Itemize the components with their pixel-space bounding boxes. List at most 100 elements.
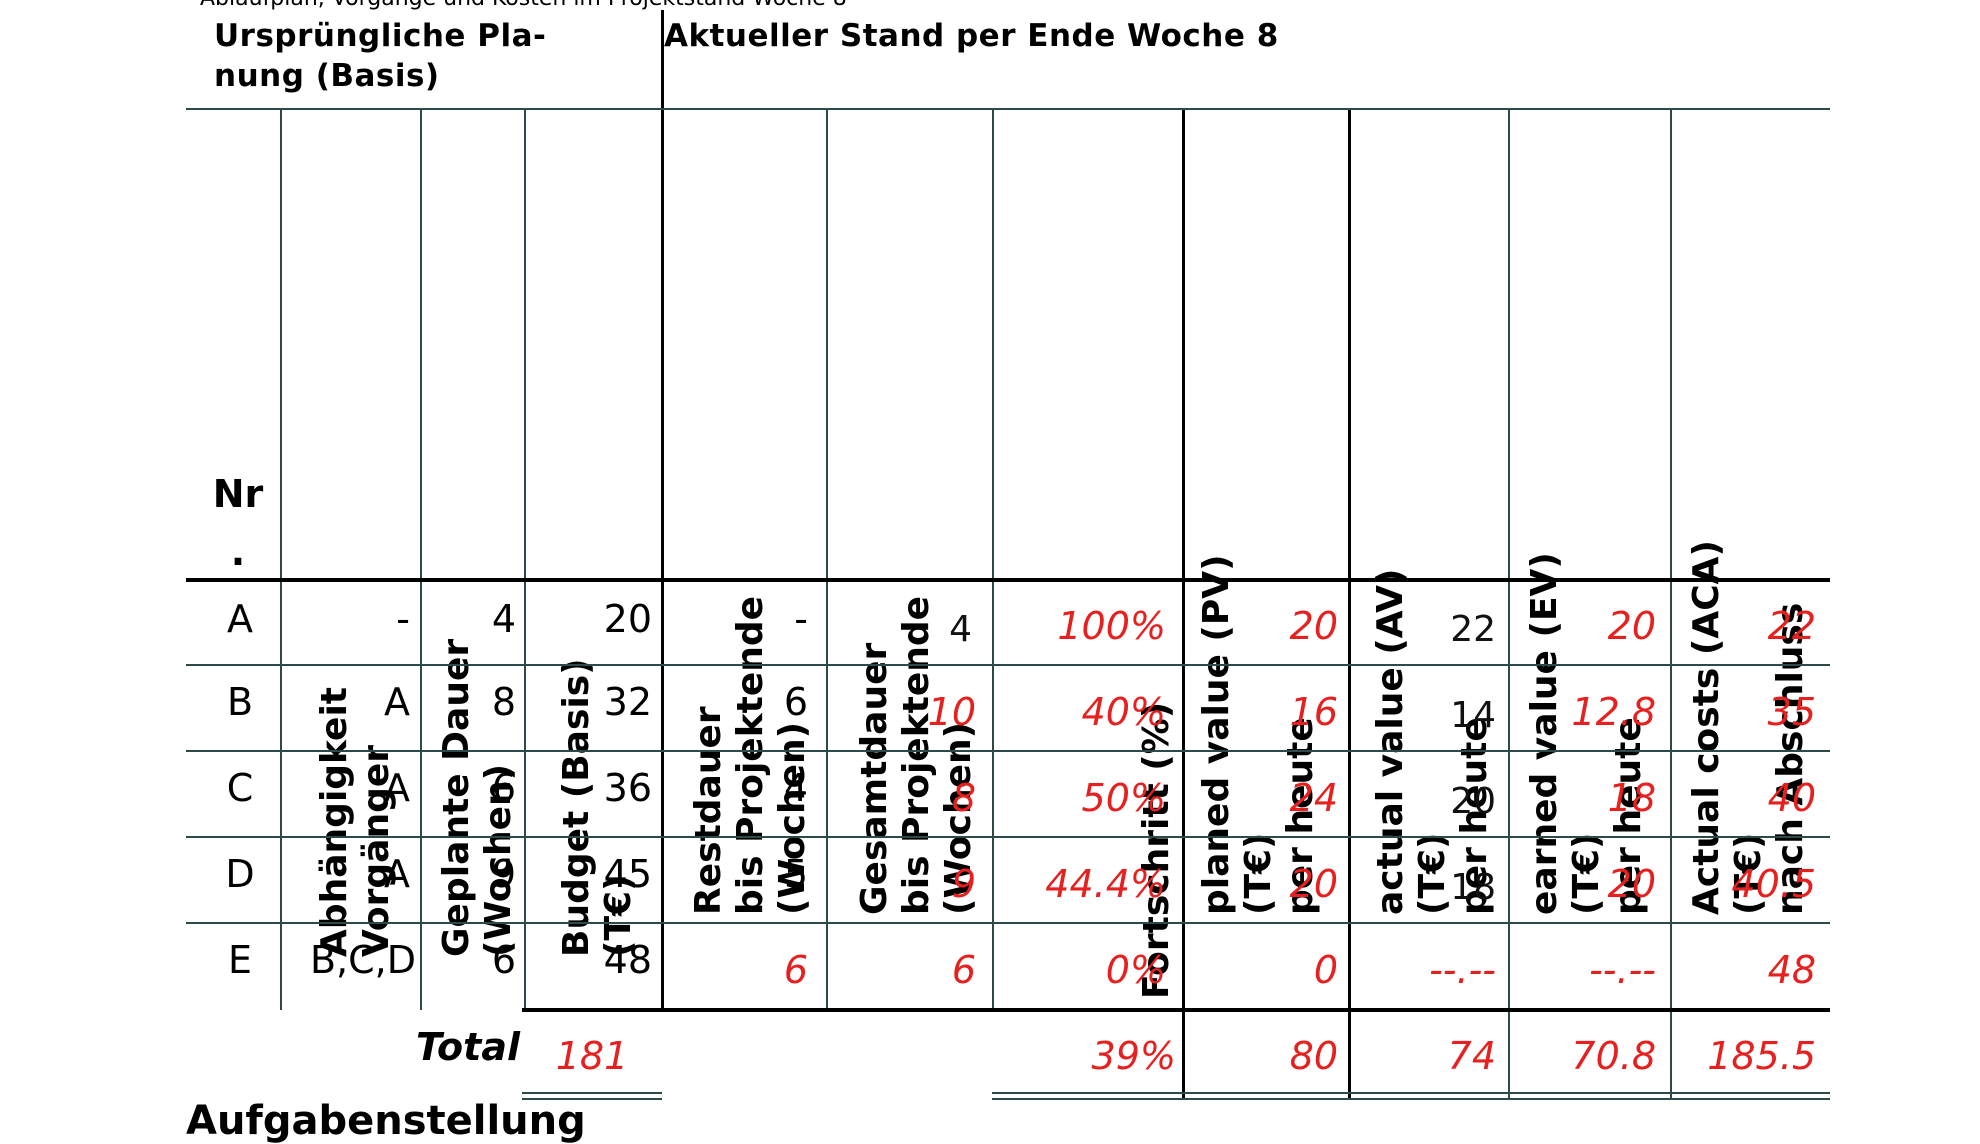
col-sep-1 [280,110,282,1010]
col-sep-2 [420,110,422,1010]
cell-nr: A [227,597,253,641]
cell-nr: E [227,938,252,982]
header-dependency: Abhängigkeit Vorgänger [314,687,397,957]
header-nr: Nr . [212,472,264,574]
total-actual-value: 74 [1447,1034,1496,1078]
cell-dependency: - [396,597,410,641]
section-heading-task: Aufgabenstellung [186,1098,586,1144]
total-values-underline-2 [992,1098,1830,1100]
header-bottom-rule [186,578,1830,582]
total-budget-underline-2 [522,1098,662,1100]
col-sep-3 [524,110,526,1010]
cell-actual-value: 18 [1450,867,1496,908]
cell-budget: 48 [603,938,652,982]
cell-budget: 36 [603,766,652,810]
cell-planned-value: 20 [1289,862,1338,906]
cell-progress: 100% [1057,604,1166,648]
cell-earned-value: 18 [1607,776,1656,820]
col-sep-7 [1182,110,1185,1100]
cut-off-top-line: Ablaufplan, Vorgänge und Kosten im Proje… [200,0,1400,11]
header-progress: Fortschritt (%) [1136,701,1177,999]
cell-dependency: A [384,766,410,810]
header-top-rule [186,108,1830,110]
cell-planned-duration: 6 [491,766,516,810]
header-actual-value: actual value (AV) (T€) per heute [1370,568,1495,916]
cell-actual-value: 22 [1450,609,1496,650]
cell-progress: 44.4% [1045,862,1166,906]
cell-budget: 20 [603,597,652,641]
row-sep-2 [186,750,1830,752]
cell-total-duration: 10 [927,690,976,734]
cell-remaining: - [794,597,808,641]
cell-total-duration: 4 [949,609,972,650]
cell-earned-value: 20 [1607,604,1656,648]
col-sep-8 [1348,110,1351,1100]
table-bottom-rule [522,1008,1830,1012]
header-remaining-duration: Restdauer bis Projektende (Wochen) [688,595,813,915]
total-progress: 39% [1091,1034,1176,1078]
header-actual-costs: Actual costs (ACA) (T€) nach Abschluss [1686,540,1811,915]
col-sep-5 [826,110,828,1010]
cell-nr: D [225,852,255,896]
total-earned-value: 70.8 [1571,1034,1656,1078]
cell-earned-value: 20 [1607,862,1656,906]
group-title-current-status: Aktueller Stand per Ende Woche 8 [664,18,1279,54]
cell-dependency: A [384,680,410,724]
cell-actual-value: 14 [1450,695,1496,736]
cell-total-duration: 6 [951,948,976,992]
total-planned-value: 80 [1289,1034,1338,1078]
cell-progress: 50% [1081,776,1166,820]
cell-remaining: 5 [783,852,808,896]
group-divider-line [661,10,664,110]
cell-nr: C [226,766,254,810]
cell-planned-value: 0 [1313,948,1338,992]
total-budget-underline-1 [522,1092,662,1094]
cell-total-duration: 8 [951,776,976,820]
cell-actual-costs: 40.5 [1731,862,1816,906]
cell-dependency: B,C,D [309,938,416,982]
cell-planned-value: 16 [1289,690,1338,734]
col-sep-10 [1670,110,1672,1100]
cell-actual-costs: 40 [1767,776,1816,820]
col-sep-4 [661,110,664,1010]
total-budget: 181 [555,1034,629,1078]
cell-earned-value: --.-- [1589,948,1656,992]
header-earned-value: earned value (EV) (T€) per heute [1524,552,1649,915]
cell-planned-duration: 9 [491,852,516,896]
cell-planned-duration: 8 [491,680,516,724]
total-values-underline-1 [992,1092,1830,1094]
col-sep-9 [1508,110,1510,1100]
cell-nr: B [226,680,254,724]
row-sep-3 [186,836,1830,838]
cell-remaining: 6 [783,680,808,724]
header-planned-value: planed value (PV) (T€) per heute [1196,554,1321,915]
cell-planned-value: 24 [1289,776,1338,820]
cell-budget: 45 [603,852,652,896]
total-actual-costs: 185.5 [1707,1034,1816,1078]
header-planned-duration: Geplante Dauer (Wochen) [436,638,519,957]
total-label: Total [416,1025,520,1069]
header-total-duration: Gesamtdauer bis Projektende (Wochen) [854,595,979,915]
row-sep-4 [186,922,1830,924]
cell-actual-value: 20 [1450,781,1496,822]
cell-remaining: 4 [783,766,808,810]
cell-total-duration: 9 [951,862,976,906]
header-budget: Budget (Basis) (T€) [556,658,639,957]
group-title-original-plan: Ursprüngliche Pla- nung (Basis) [214,18,547,94]
cell-actual-costs: 35 [1767,690,1816,734]
cell-dependency: A [384,852,410,896]
cell-progress: 0% [1105,948,1166,992]
cell-planned-duration: 4 [491,597,516,641]
cell-planned-value: 20 [1289,604,1338,648]
col-sep-6 [992,110,994,1010]
row-sep-1 [186,664,1830,666]
cell-remaining: 6 [783,948,808,992]
cell-planned-duration: 6 [491,938,516,982]
cell-progress: 40% [1081,690,1166,734]
cell-actual-costs: 22 [1767,604,1816,648]
cell-budget: 32 [603,680,652,724]
cell-actual-value: --.-- [1429,948,1496,992]
cell-actual-costs: 48 [1767,948,1816,992]
cell-earned-value: 12.8 [1571,690,1656,734]
